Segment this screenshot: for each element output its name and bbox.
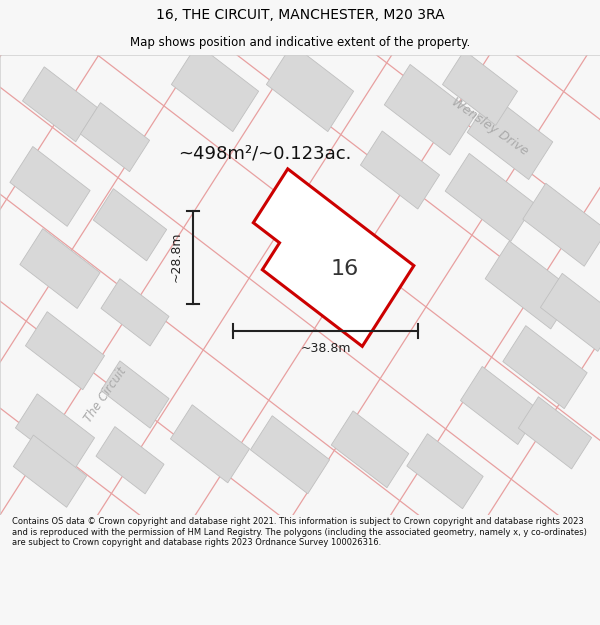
- Polygon shape: [170, 405, 250, 483]
- Polygon shape: [101, 361, 169, 428]
- Polygon shape: [250, 416, 329, 494]
- Text: ~28.8m: ~28.8m: [170, 232, 183, 282]
- Text: 16, THE CIRCUIT, MANCHESTER, M20 3RA: 16, THE CIRCUIT, MANCHESTER, M20 3RA: [155, 8, 445, 22]
- Polygon shape: [13, 435, 86, 508]
- Polygon shape: [385, 64, 476, 155]
- Polygon shape: [22, 67, 98, 142]
- Polygon shape: [361, 131, 440, 209]
- Polygon shape: [101, 279, 169, 346]
- Text: Map shows position and indicative extent of the property.: Map shows position and indicative extent…: [130, 36, 470, 49]
- Polygon shape: [460, 366, 539, 444]
- Text: The Circuit: The Circuit: [82, 364, 128, 424]
- Polygon shape: [172, 44, 259, 132]
- Polygon shape: [253, 169, 414, 346]
- Text: ~498m²/~0.123ac.: ~498m²/~0.123ac.: [178, 144, 352, 162]
- Polygon shape: [10, 146, 90, 226]
- Polygon shape: [467, 95, 553, 179]
- Polygon shape: [331, 411, 409, 488]
- Polygon shape: [80, 102, 149, 172]
- Text: Wensley Drive: Wensley Drive: [449, 95, 531, 158]
- Polygon shape: [541, 273, 600, 351]
- Polygon shape: [16, 394, 95, 472]
- Polygon shape: [523, 183, 600, 266]
- Polygon shape: [96, 427, 164, 494]
- Polygon shape: [20, 229, 100, 309]
- Polygon shape: [503, 326, 587, 409]
- Polygon shape: [266, 44, 353, 132]
- Polygon shape: [445, 153, 535, 241]
- Polygon shape: [518, 397, 592, 469]
- Text: 16: 16: [331, 259, 359, 279]
- Polygon shape: [485, 241, 575, 329]
- Polygon shape: [407, 434, 483, 509]
- Polygon shape: [94, 189, 167, 261]
- Text: ~38.8m: ~38.8m: [300, 342, 351, 355]
- Text: Contains OS data © Crown copyright and database right 2021. This information is : Contains OS data © Crown copyright and d…: [12, 518, 587, 547]
- Polygon shape: [25, 312, 104, 390]
- Polygon shape: [442, 51, 518, 126]
